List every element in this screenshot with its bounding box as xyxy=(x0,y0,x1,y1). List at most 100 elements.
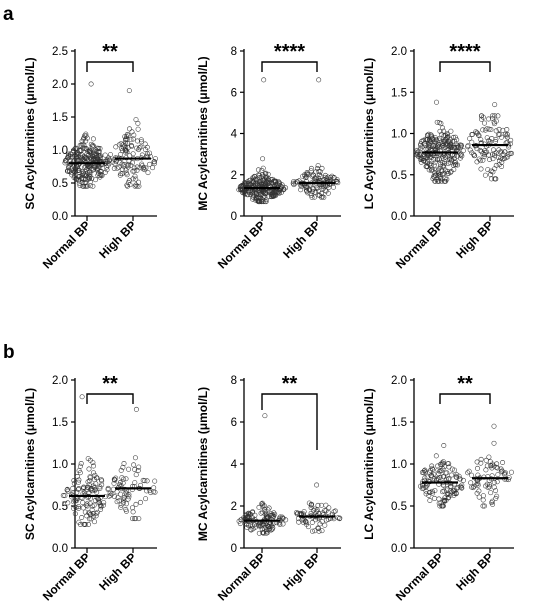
data-point xyxy=(124,132,130,137)
data-point xyxy=(432,488,438,494)
data-point xyxy=(291,182,297,188)
data-point xyxy=(133,182,139,188)
data-point xyxy=(452,134,458,140)
data-point xyxy=(482,503,487,509)
y-tick-label: 2.0 xyxy=(391,46,407,58)
data-point xyxy=(83,502,89,508)
y-tick-label: 8 xyxy=(231,375,237,387)
data-point xyxy=(502,470,507,476)
data-point xyxy=(453,162,459,168)
data-point xyxy=(421,485,427,491)
data-point xyxy=(144,478,150,484)
data-point xyxy=(112,494,117,500)
y-tick-label: 0.0 xyxy=(391,211,407,223)
data-point xyxy=(446,143,452,149)
data-point xyxy=(145,170,151,176)
data-point xyxy=(434,157,440,163)
data-point xyxy=(304,521,309,527)
data-point xyxy=(482,152,488,158)
data-point xyxy=(458,145,463,151)
data-point xyxy=(123,507,129,512)
data-point xyxy=(316,77,322,83)
data-point xyxy=(252,177,258,183)
y-tick-label: 2 xyxy=(231,170,237,182)
y-tick-label: 8 xyxy=(231,46,237,58)
significance-bracket xyxy=(439,393,491,404)
data-point xyxy=(291,179,297,185)
data-point xyxy=(488,127,494,132)
data-point xyxy=(84,135,90,141)
data-point xyxy=(422,467,428,473)
data-point xyxy=(88,179,93,185)
data-point xyxy=(121,162,127,167)
data-point xyxy=(495,113,501,119)
data-point xyxy=(439,154,445,160)
data-point xyxy=(121,476,127,482)
data-point xyxy=(279,514,285,520)
data-point xyxy=(449,466,455,472)
data-point xyxy=(138,499,143,505)
data-point xyxy=(71,175,77,181)
data-point xyxy=(261,77,267,83)
data-point xyxy=(263,177,269,183)
data-point xyxy=(90,183,96,189)
data-point xyxy=(439,131,444,137)
data-point xyxy=(82,509,88,515)
data-point xyxy=(121,495,127,501)
data-point xyxy=(271,178,277,184)
y-tick-label: 1.5 xyxy=(391,87,407,99)
data-point xyxy=(134,145,140,151)
data-point xyxy=(91,514,96,520)
data-point xyxy=(485,167,491,173)
data-point xyxy=(436,144,442,150)
data-point xyxy=(150,165,156,171)
data-point xyxy=(118,491,123,497)
data-point xyxy=(307,191,313,197)
data-point xyxy=(130,136,136,142)
data-point xyxy=(476,133,482,139)
data-point xyxy=(132,455,138,461)
data-point xyxy=(325,190,331,196)
data-point xyxy=(85,183,90,189)
x-tick-label: High BP xyxy=(280,550,323,593)
data-point xyxy=(255,199,261,205)
data-point xyxy=(132,467,138,472)
subplot-4: 0 2 4 6 8 MC Acylcarnitines (μmol/L) Normal BP… xyxy=(196,373,343,604)
data-point xyxy=(476,494,482,500)
data-point xyxy=(82,183,88,189)
data-point xyxy=(316,169,322,174)
significance-label: ** xyxy=(102,373,118,395)
data-point xyxy=(87,457,93,463)
data-point xyxy=(250,196,256,202)
panel-label-a: a xyxy=(3,4,14,25)
data-point xyxy=(445,142,451,148)
x-tick-label: Normal BP xyxy=(215,218,268,271)
data-point xyxy=(435,475,441,481)
data-point xyxy=(432,172,438,178)
data-point xyxy=(304,171,310,177)
data-point xyxy=(128,143,134,148)
data-point xyxy=(142,478,148,484)
data-point xyxy=(98,477,104,483)
data-point xyxy=(478,456,484,462)
data-point xyxy=(309,520,315,525)
data-point xyxy=(469,150,475,156)
data-point xyxy=(431,157,437,163)
data-point xyxy=(142,147,148,152)
data-point xyxy=(495,472,501,478)
data-point xyxy=(449,472,455,478)
data-point xyxy=(436,471,442,477)
data-point xyxy=(273,192,279,198)
data-point xyxy=(490,461,495,467)
y-axis-label: MC Acylcarnitines (μmol/L) xyxy=(196,56,210,210)
data-point xyxy=(123,501,129,507)
data-point xyxy=(260,156,266,162)
y-tick-label: 0.5 xyxy=(391,501,407,513)
data-point xyxy=(71,506,77,512)
x-tick-label: Normal BP xyxy=(40,218,93,271)
data-point xyxy=(271,510,277,516)
data-point xyxy=(83,154,89,160)
data-point xyxy=(491,480,497,485)
data-point xyxy=(418,154,424,160)
